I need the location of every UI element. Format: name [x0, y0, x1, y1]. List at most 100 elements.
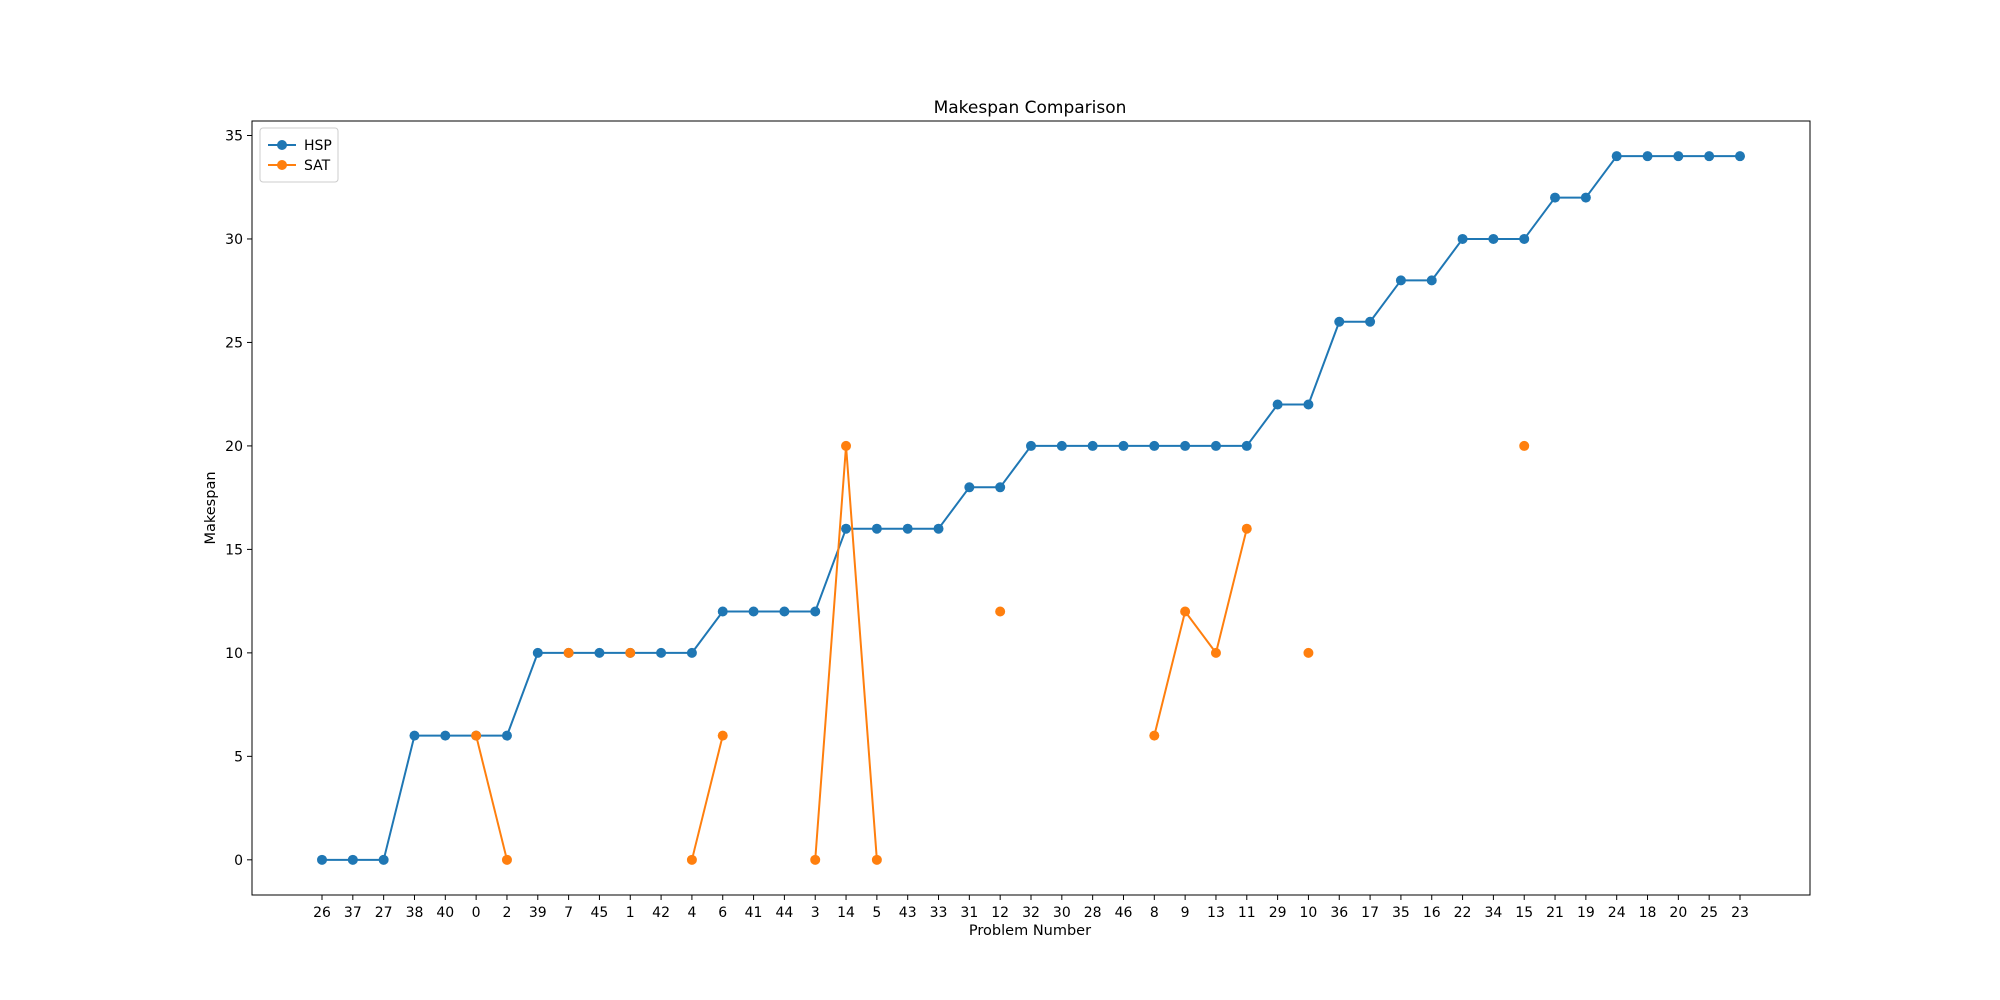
x-tick-label: 33	[930, 905, 948, 921]
series-sat-point	[1149, 730, 1160, 741]
series-hsp-point	[1704, 151, 1715, 162]
series-sat-point	[686, 854, 697, 865]
series-hsp-point	[532, 647, 543, 658]
x-tick-label: 28	[1084, 905, 1102, 921]
x-tick-label: 16	[1423, 905, 1441, 921]
x-tick-label: 18	[1639, 905, 1657, 921]
x-tick-label: 20	[1669, 905, 1687, 921]
y-tick-label: 5	[234, 749, 243, 765]
x-tick-label: 32	[1022, 905, 1040, 921]
legend-label-sat: SAT	[304, 158, 331, 174]
series-hsp-point	[1056, 440, 1067, 451]
x-tick-label: 15	[1515, 905, 1533, 921]
series-hsp-point	[779, 606, 790, 617]
x-axis-label: Problem Number	[969, 923, 1091, 939]
x-tick-label: 38	[406, 905, 424, 921]
series-hsp-point	[1026, 440, 1036, 451]
series-layer	[317, 151, 1745, 865]
x-tick-label: 46	[1115, 905, 1133, 921]
legend-label-hsp: HSP	[304, 138, 332, 154]
series-hsp-point	[1149, 440, 1160, 451]
series-hsp-point	[1550, 192, 1561, 203]
x-tick-label: 31	[960, 905, 978, 921]
x-tick-label: 11	[1238, 905, 1256, 921]
series-sat-line-segment	[690, 735, 724, 861]
series-hsp-point	[501, 730, 512, 741]
series-sat-point	[501, 854, 512, 865]
series-hsp-point	[347, 854, 358, 865]
series-hsp-point	[1272, 399, 1283, 410]
x-tick-label: 40	[436, 905, 454, 921]
x-tick-label: 24	[1608, 905, 1626, 921]
x-tick-label: 14	[837, 905, 855, 921]
chart-title: Makespan Comparison	[934, 98, 1127, 118]
x-tick-label: 43	[899, 905, 917, 921]
x-tick-label: 7	[564, 905, 573, 921]
legend-swatch-hsp-marker	[277, 140, 287, 150]
series-sat-line-segment	[475, 735, 508, 861]
series-hsp-point	[1241, 440, 1252, 451]
x-tick-label: 10	[1300, 905, 1318, 921]
x-tick-label: 30	[1053, 905, 1071, 921]
series-hsp-point	[1334, 316, 1345, 327]
y-tick-label: 30	[225, 232, 243, 248]
x-tick-label: 2	[502, 905, 511, 921]
series-hsp-point	[409, 730, 420, 741]
series-hsp-point	[686, 647, 697, 658]
series-hsp-point	[378, 854, 389, 865]
series-hsp-point	[841, 523, 852, 534]
series-hsp-point	[964, 482, 975, 493]
series-sat	[471, 440, 1530, 865]
series-hsp-point	[1673, 151, 1684, 162]
x-tick-label: 9	[1181, 905, 1190, 921]
x-tick-label: 5	[872, 905, 881, 921]
x-tick-label: 25	[1700, 905, 1718, 921]
x-tick-label: 34	[1484, 905, 1502, 921]
x-tick-label: 13	[1207, 905, 1225, 921]
series-hsp-point	[717, 606, 728, 617]
x-tick-label: 21	[1546, 905, 1564, 921]
x-tick-label: 29	[1269, 905, 1287, 921]
series-sat-point	[1519, 440, 1530, 451]
series-hsp-point	[440, 730, 451, 741]
series-hsp-point	[1457, 233, 1468, 244]
x-tick-label: 35	[1392, 905, 1410, 921]
series-hsp-point	[995, 482, 1006, 493]
x-tick-label: 8	[1150, 905, 1159, 921]
x-tick-label: 23	[1731, 905, 1749, 921]
series-hsp-point	[1580, 192, 1591, 203]
series-hsp-point	[1735, 151, 1745, 162]
x-tick-label: 45	[591, 905, 609, 921]
y-tick-label: 10	[225, 646, 243, 662]
x-tick-label: 6	[718, 905, 727, 921]
x-tick-label: 19	[1577, 905, 1595, 921]
x-tick-label: 26	[313, 905, 331, 921]
series-hsp-point	[1087, 440, 1098, 451]
series-hsp-point	[933, 523, 944, 534]
series-sat-point	[841, 440, 852, 451]
x-tick-label: 1	[626, 905, 635, 921]
x-tick-label: 3	[811, 905, 820, 921]
series-hsp-point	[871, 523, 882, 534]
series-sat-point	[1303, 647, 1314, 658]
series-hsp-point	[1365, 316, 1376, 327]
series-sat-point	[810, 854, 821, 865]
series-sat-point	[471, 730, 482, 741]
series-hsp-point	[1118, 440, 1129, 451]
x-tick-label: 36	[1330, 905, 1348, 921]
series-hsp-point	[902, 523, 913, 534]
series-hsp-point	[1488, 233, 1499, 244]
series-hsp-point	[1426, 275, 1437, 286]
x-tick-label: 22	[1454, 905, 1472, 921]
series-hsp-point	[1611, 151, 1622, 162]
series-hsp-point	[1519, 233, 1530, 244]
series-sat-point	[563, 647, 574, 658]
y-tick-label: 25	[225, 335, 243, 351]
x-tick-label: 4	[687, 905, 696, 921]
y-tick-label: 20	[225, 439, 243, 455]
series-hsp-point	[1180, 440, 1191, 451]
series-hsp-point	[594, 647, 605, 658]
series-sat-point	[1180, 606, 1191, 617]
y-tick-label: 0	[234, 853, 243, 869]
series-sat-point	[1241, 523, 1252, 534]
